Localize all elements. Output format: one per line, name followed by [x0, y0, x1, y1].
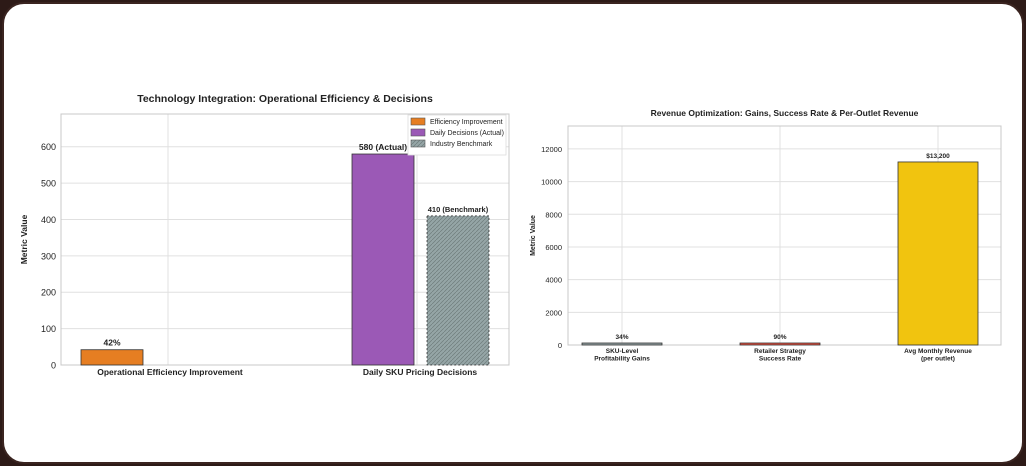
chart1-ylabel: Metric Value — [19, 214, 29, 264]
chart2-data-label: 90% — [773, 334, 786, 341]
chart2-ytick-label: 0 — [558, 341, 562, 350]
chart2-ytick-label: 12000 — [541, 145, 562, 154]
chart2-ytick-label: 2000 — [545, 308, 562, 317]
chart2-title: Revenue Optimization: Gains, Success Rat… — [651, 108, 919, 118]
chart1-ytick-label: 600 — [41, 142, 56, 152]
chart1-bar — [426, 215, 490, 366]
chart2-xtick-label: Avg Monthly Revenue — [904, 348, 972, 355]
chart1-bar — [351, 153, 415, 366]
chart2-xtick-label: SKU-Level — [606, 348, 639, 355]
chart1-title: Technology Integration: Operational Effi… — [137, 93, 433, 105]
chart1-legend-label: Efficiency Improvement — [430, 119, 503, 126]
chart1-ytick-label: 200 — [41, 288, 56, 298]
chart1-data-label: 580 (Actual) — [359, 142, 407, 152]
chart2-ytick-label: 8000 — [545, 210, 562, 219]
chart1-ytick-label: 100 — [41, 324, 56, 334]
chart2-xtick-label: Success Rate — [759, 356, 802, 363]
chart2-ytick-label: 4000 — [545, 276, 562, 285]
chart2-data-label: 34% — [615, 334, 628, 341]
chart1-ytick-label: 300 — [41, 251, 56, 261]
chart1-legend-label: Daily Decisions (Actual) — [430, 130, 504, 137]
chart1-xtick-label: Operational Efficiency Improvement — [97, 367, 243, 377]
chart2-ytick-label: 6000 — [545, 243, 562, 252]
chart2-bar — [581, 342, 663, 346]
chart1-legend-box — [407, 114, 507, 156]
chart1-ytick-label: 500 — [41, 179, 56, 189]
chart1-legend-label: Industry Benchmark — [430, 141, 493, 148]
chart2-bar — [739, 342, 821, 346]
chart1-legend-swatch — [410, 117, 426, 126]
chart1-bar — [80, 349, 144, 366]
chart2-bar — [897, 161, 979, 346]
chart1-xtick-label: Daily SKU Pricing Decisions — [363, 367, 478, 377]
chart2-ylabel: Metric Value — [530, 215, 537, 256]
chart2-xtick-label: (per outlet) — [921, 356, 955, 363]
chart-technology-integration: Technology Integration: Operational Effi… — [19, 93, 1002, 377]
chart2-data-label: $13,200 — [926, 153, 950, 160]
chart2-xtick-label: Profitability Gains — [594, 356, 650, 363]
chart2-ytick-label: 10000 — [541, 178, 562, 187]
chart1-plot-frame — [60, 113, 510, 366]
chart2-xtick-label: Retailer Strategy — [754, 348, 806, 355]
chart1-ytick-label: 400 — [41, 215, 56, 225]
chart1-data-label: 410 (Benchmark) — [428, 205, 489, 214]
chart1-ytick-label: 0 — [51, 361, 56, 371]
chart1-legend-swatch — [410, 128, 426, 137]
chart1-legend-swatch — [410, 139, 426, 148]
chart1-data-label: 42% — [103, 338, 120, 348]
